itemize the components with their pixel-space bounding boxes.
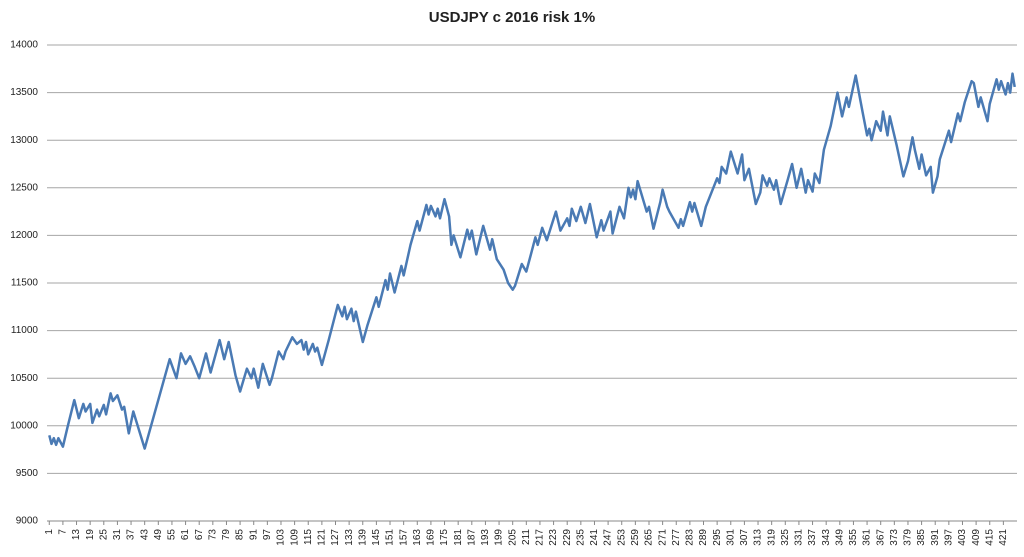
x-tick-label: 139 (357, 529, 368, 546)
x-tick-label: 247 (603, 529, 614, 546)
x-tick-label: 337 (807, 529, 818, 546)
x-tick-label: 79 (221, 529, 232, 541)
x-tick-label: 25 (98, 529, 109, 541)
x-tick-label: 37 (126, 529, 137, 541)
x-tick-label: 193 (480, 529, 491, 546)
x-tick-label: 367 (875, 529, 886, 546)
x-tick-label: 85 (235, 529, 246, 541)
x-tick-label: 205 (507, 529, 518, 546)
y-tick-label: 14000 (10, 40, 38, 51)
y-tick-label: 10000 (10, 420, 38, 431)
x-tick-label: 277 (671, 529, 682, 546)
x-tick-label: 373 (889, 529, 900, 546)
x-tick-label: 343 (821, 529, 832, 546)
x-tick-label: 361 (862, 529, 873, 546)
x-tick-label: 199 (494, 529, 505, 546)
x-tick-label: 283 (685, 529, 696, 546)
x-tick-label: 223 (548, 529, 559, 546)
x-tick-label: 187 (466, 529, 477, 546)
x-tick-label: 127 (330, 529, 341, 546)
x-tick-label: 103 (276, 529, 287, 546)
x-tick-label: 415 (984, 529, 995, 546)
x-tick-label: 73 (207, 529, 218, 541)
y-tick-label: 13500 (10, 87, 38, 98)
x-tick-label: 43 (139, 529, 150, 541)
x-tick-label: 289 (698, 529, 709, 546)
x-tick-label: 421 (998, 529, 1009, 546)
x-tick-label: 295 (712, 529, 723, 546)
chart-title: USDJPY c 2016 risk 1% (429, 9, 596, 26)
x-tick-label: 229 (562, 529, 573, 546)
x-tick-label: 397 (943, 529, 954, 546)
x-tick-label: 217 (535, 529, 546, 546)
data-line (48, 72, 1016, 450)
x-tick-label: 211 (521, 529, 532, 545)
y-tick-label: 9000 (16, 516, 39, 527)
x-tick-label: 7 (58, 529, 69, 535)
x-tick-label: 157 (398, 529, 409, 546)
x-tick-label: 121 (317, 529, 328, 546)
x-tick-label: 355 (848, 529, 859, 546)
x-tick-label: 391 (930, 529, 941, 546)
y-tick-label: 12000 (10, 230, 38, 241)
x-tick-label: 403 (957, 529, 968, 546)
x-tick-label: 379 (903, 529, 914, 546)
x-tick-label: 349 (834, 529, 845, 546)
x-tick-label: 301 (725, 529, 736, 546)
x-tick-label: 259 (630, 529, 641, 546)
x-tick-label: 49 (153, 529, 164, 541)
y-tick-label: 13000 (10, 135, 38, 146)
x-tick-label: 175 (439, 529, 450, 546)
x-tick-label: 97 (262, 529, 273, 541)
x-tick-label: 145 (371, 529, 382, 546)
x-tick-label: 313 (753, 529, 764, 546)
x-tick-label: 235 (575, 529, 586, 546)
x-tick-label: 163 (412, 529, 423, 546)
y-tick-label: 11500 (11, 278, 39, 289)
x-tick-label: 91 (248, 529, 259, 541)
x-tick-label: 181 (453, 529, 464, 546)
y-tick-label: 11000 (11, 325, 39, 336)
x-tick-label: 1 (44, 529, 55, 535)
x-tick-label: 61 (180, 529, 191, 541)
x-tick-label: 319 (766, 529, 777, 546)
x-tick-label: 331 (794, 529, 805, 546)
x-tick-label: 115 (303, 529, 314, 545)
x-tick-label: 253 (616, 529, 627, 546)
x-tick-label: 241 (589, 529, 600, 546)
x-tick-label: 55 (167, 529, 178, 541)
x-tick-label: 19 (85, 529, 96, 541)
x-tick-label: 409 (971, 529, 982, 546)
y-tick-label: 9500 (16, 468, 39, 479)
x-tick-label: 67 (194, 529, 205, 541)
y-tick-label: 10500 (10, 373, 38, 384)
x-tick-label: 133 (344, 529, 355, 546)
x-tick-label: 325 (780, 529, 791, 546)
x-tick-label: 169 (426, 529, 437, 546)
x-tick-label: 271 (657, 529, 668, 546)
x-tick-label: 13 (71, 529, 82, 541)
x-tick-label: 109 (289, 529, 300, 546)
x-tick-label: 265 (644, 529, 655, 546)
x-tick-label: 385 (916, 529, 927, 546)
x-tick-label: 31 (112, 529, 123, 541)
x-tick-label: 151 (385, 529, 396, 546)
x-tick-label: 307 (739, 529, 750, 546)
y-tick-label: 12500 (10, 182, 38, 193)
